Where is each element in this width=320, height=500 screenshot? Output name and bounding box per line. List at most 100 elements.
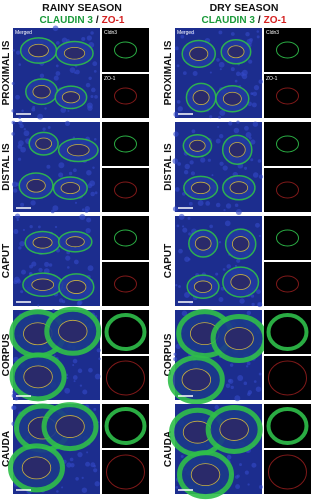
channel-image [102, 356, 149, 400]
nuclei [236, 258, 241, 263]
nuclei [175, 486, 179, 489]
lumen [31, 278, 55, 291]
nuclei [239, 463, 242, 467]
nuclei [74, 71, 77, 74]
channel-signal [114, 87, 137, 105]
nuclei [79, 214, 86, 221]
channel-signal [266, 407, 309, 445]
nuclei [18, 140, 24, 146]
nuclei [94, 95, 98, 99]
nuclei [251, 92, 254, 95]
nuclei [228, 378, 234, 384]
nuclei [177, 106, 183, 112]
nuclei [183, 170, 189, 175]
lumen [65, 236, 85, 248]
nuclei [246, 361, 251, 366]
nuclei [72, 375, 78, 380]
nuclei [226, 264, 232, 269]
nuclei [258, 234, 261, 237]
nuclei [91, 87, 96, 93]
channel-signal [276, 135, 299, 153]
nuclei [48, 263, 53, 267]
nuclei [246, 38, 253, 45]
nuclei [214, 405, 219, 410]
channel-signal [276, 229, 299, 247]
nuclei [73, 259, 79, 265]
nuclei [181, 310, 188, 317]
nuclei [190, 171, 196, 176]
nuclei [93, 70, 97, 73]
nuclei [235, 71, 241, 77]
nuclei [173, 357, 178, 362]
nuclei [82, 389, 88, 395]
nuclei [15, 50, 21, 55]
nuclei [11, 132, 15, 136]
nuclei [235, 209, 242, 215]
nuclei [192, 70, 198, 76]
nuclei [50, 209, 55, 214]
nuclei [72, 358, 78, 364]
channel-image [264, 450, 311, 494]
nuclei [74, 201, 78, 204]
nuclei [256, 35, 260, 39]
lumen [61, 91, 80, 104]
nuclei [205, 201, 211, 206]
nuclei [234, 395, 241, 402]
nuclei [209, 115, 213, 119]
nuclei [187, 257, 191, 261]
lumen [194, 236, 212, 251]
nuclei [230, 385, 234, 390]
nuclei [20, 202, 25, 207]
nuclei [58, 172, 64, 178]
nuclei [84, 209, 89, 213]
nuclei [69, 457, 74, 462]
merged-image [169, 404, 263, 500]
nuclei [93, 468, 98, 473]
nuclei [76, 300, 82, 306]
merged-image [9, 306, 102, 402]
nuclei [230, 67, 235, 72]
row-label: CAUDA [1, 431, 12, 467]
stain-legend: CLAUDIN 3/ZO-1 [40, 15, 125, 26]
nuclei [81, 476, 84, 479]
stain-claudin: CLAUDIN 3 [40, 15, 94, 26]
nuclei [13, 229, 19, 235]
lumen [232, 236, 250, 252]
channel-signal [276, 41, 299, 59]
channel-image [264, 310, 311, 354]
channel-signal [104, 313, 147, 351]
nuclei [234, 203, 239, 208]
nuclei [230, 32, 235, 36]
row-label: CAPUT [1, 244, 12, 278]
nuclei [75, 69, 80, 75]
nuclei [259, 485, 263, 489]
nuclei [252, 121, 259, 127]
nuclei [90, 31, 94, 35]
nuclei [13, 276, 20, 283]
nuclei [187, 216, 191, 220]
nuclei [256, 30, 260, 33]
nuclei [257, 301, 263, 308]
nuclei [219, 133, 224, 139]
channel-signal [114, 181, 137, 199]
lumen [32, 236, 53, 249]
nuclei [37, 113, 44, 120]
channel-signal [106, 360, 145, 396]
channel-signal [276, 181, 299, 199]
nuclei [209, 71, 212, 74]
nuclei [182, 227, 188, 233]
lumen [35, 137, 53, 150]
nuclei [247, 483, 250, 486]
nuclei [226, 454, 232, 460]
stain-legend: CLAUDIN 3/ZO-1 [202, 15, 287, 26]
channel-image [264, 122, 311, 166]
nuclei [18, 246, 22, 250]
nuclei [21, 109, 24, 112]
nuclei [253, 84, 260, 91]
row-label: CORPUS [1, 333, 12, 376]
nuclei [32, 105, 36, 109]
row-label: CAPUT [163, 244, 174, 278]
nuclei [176, 99, 181, 104]
nuclei [191, 129, 196, 134]
nuclei [178, 285, 181, 288]
